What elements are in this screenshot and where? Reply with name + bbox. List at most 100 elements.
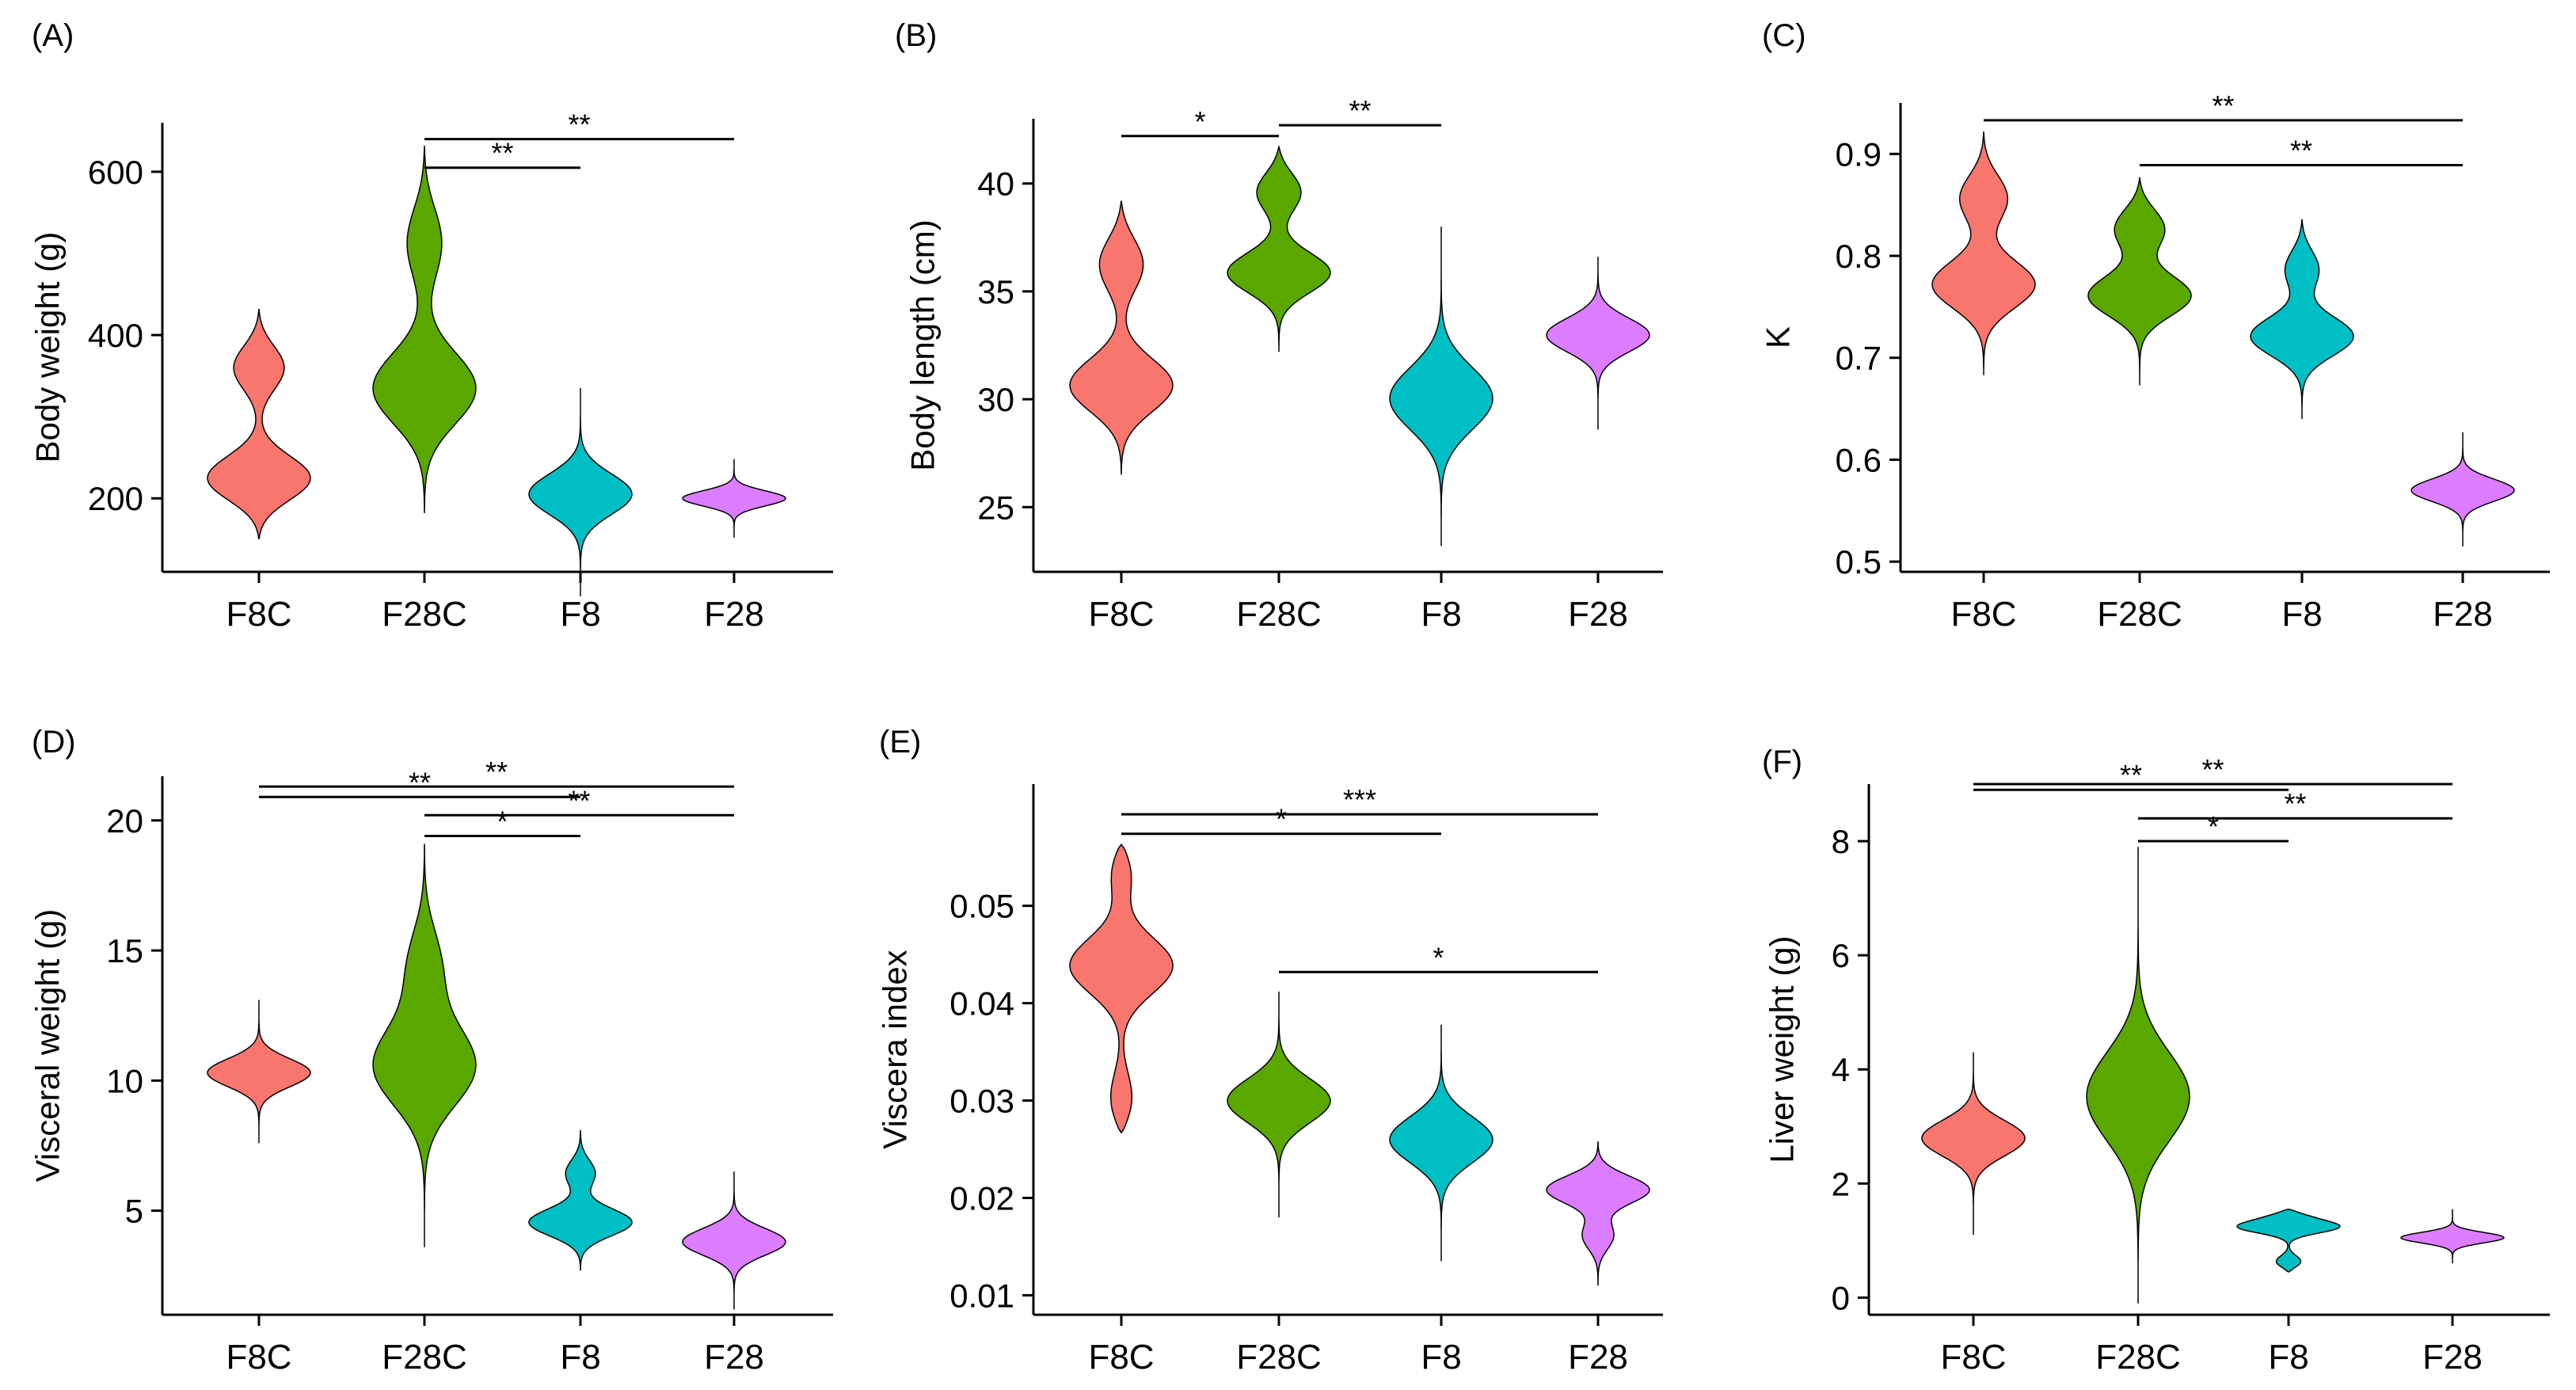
x-tick-label-f28: F28	[2433, 595, 2493, 634]
y-tick-label: 0.01	[949, 1277, 1014, 1314]
y-axis-title: Visceral weight (g)	[29, 909, 67, 1182]
x-tick-label-f8: F8	[2268, 1338, 2308, 1377]
y-tick-label: 10	[106, 1062, 143, 1099]
x-tick-label-f28: F28	[1568, 595, 1628, 634]
chart-panel-2: (B) 25 30 35 40 Body length (cm) F8C F28C F8 F28 *…	[895, 18, 1663, 634]
y-tick-label: 0.04	[949, 985, 1014, 1023]
chart-panel-4: (D) 5 10 15 20 Visceral weight (g) F8C F28C F8 F2…	[29, 725, 833, 1377]
violin-f8c	[1921, 1052, 2026, 1236]
x-tick-label-f8c: F8C	[1940, 1338, 2006, 1377]
x-tick-label-f28: F28	[1568, 1338, 1628, 1377]
y-tick-label: 35	[977, 273, 1014, 310]
violin-f28	[682, 459, 786, 538]
x-tick-label-f28c: F28C	[1236, 595, 1322, 634]
y-axis-title: Viscera index	[877, 950, 914, 1148]
x-tick-label-f28c: F28C	[1236, 1338, 1322, 1377]
x-tick-label-f8c: F8C	[1950, 595, 2016, 634]
y-tick-label: 0.03	[949, 1083, 1014, 1120]
y-tick-label: 0.8	[1836, 238, 1882, 275]
chart-panel-3: (C) 0.5 0.6 0.7 0.8 0.9 K F8C F28C F8 F28 ** **	[1760, 18, 2550, 634]
x-tick-label-f28c: F28C	[382, 1338, 467, 1377]
violin-f28	[1546, 257, 1650, 430]
y-axis-title: Body weight (g)	[29, 232, 67, 463]
significance-label: **	[568, 109, 590, 141]
x-tick-label-f28c: F28C	[382, 595, 467, 634]
significance-label: *	[1433, 941, 1444, 973]
violin-f28c	[372, 145, 477, 513]
panel-label: (E)	[879, 725, 921, 760]
significance-label: **	[409, 766, 431, 798]
significance-label: **	[2212, 89, 2234, 122]
y-tick-label: 40	[977, 166, 1014, 203]
significance-label: **	[2290, 135, 2312, 167]
y-tick-label: 400	[88, 317, 143, 354]
significance-label: **	[2201, 753, 2224, 786]
significance-label: **	[568, 784, 590, 817]
y-tick-label: 0.02	[949, 1179, 1014, 1217]
x-tick-label-f28: F28	[704, 1338, 764, 1377]
panel-label: (A)	[32, 18, 74, 53]
significance-label: *	[1194, 105, 1205, 138]
violin-f8	[2250, 219, 2354, 419]
violin-f8	[528, 1129, 633, 1271]
x-tick-label-f8: F8	[2281, 595, 2322, 634]
chart-panel-5: (E) 0.01 0.02 0.03 0.04 0.05 Viscera index F8C F…	[877, 725, 1663, 1377]
significance-label: **	[491, 137, 513, 169]
y-tick-label: 20	[106, 802, 143, 840]
significance-label: **	[2284, 787, 2306, 820]
x-tick-label-f8: F8	[1421, 595, 1461, 634]
y-tick-label: 15	[106, 932, 143, 969]
significance-label: ***	[1343, 783, 1376, 816]
x-tick-label-f8: F8	[560, 595, 600, 634]
y-axis-title: Body length (cm)	[904, 219, 942, 470]
y-tick-label: 4	[1832, 1051, 1850, 1088]
x-tick-label-f8c: F8C	[1088, 1338, 1154, 1377]
y-tick-label: 0	[1832, 1279, 1850, 1316]
panel-label: (C)	[1762, 18, 1806, 53]
significance-label: **	[1349, 94, 1371, 127]
y-tick-label: 0.05	[949, 888, 1014, 925]
y-axis-title: K	[1760, 326, 1797, 348]
y-tick-label: 25	[977, 489, 1014, 526]
x-tick-label-f28c: F28C	[2095, 1338, 2181, 1377]
y-axis-title: Liver weight (g)	[1764, 935, 1801, 1163]
x-tick-label-f8c: F8C	[226, 1338, 291, 1377]
violin-f8c	[1069, 200, 1174, 475]
violin-f28c	[2087, 177, 2192, 386]
y-tick-label: 6	[1832, 937, 1850, 974]
significance-label: *	[2208, 810, 2219, 843]
violin-f8c	[1069, 843, 1174, 1134]
significance-label: *	[497, 805, 508, 838]
violin-f8c	[207, 1000, 311, 1144]
x-tick-label-f8: F8	[560, 1338, 600, 1377]
panel-label: (F)	[1762, 745, 1802, 779]
violin-f8c	[207, 308, 311, 539]
y-tick-label: 5	[125, 1193, 143, 1230]
y-tick-label: 0.9	[1836, 135, 1882, 173]
violin-f28	[1546, 1141, 1650, 1286]
violin-f8	[1389, 1024, 1493, 1262]
violin-f28	[682, 1171, 786, 1310]
significance-label: **	[485, 756, 508, 788]
y-tick-label: 200	[88, 480, 143, 517]
panel-label: (B)	[895, 18, 937, 53]
x-tick-label-f8: F8	[1421, 1338, 1461, 1377]
significance-label: **	[2120, 759, 2142, 791]
violin-f28	[2400, 1209, 2505, 1264]
y-tick-label: 0.7	[1836, 340, 1882, 377]
violin-f28c	[1227, 991, 1331, 1218]
panel-label: (D)	[32, 725, 76, 760]
violin-f8	[528, 388, 633, 596]
y-tick-label: 2	[1832, 1165, 1850, 1202]
chart-panel-1: (A) 200 400 600 Body weight (g) F8C F28C F8 F28 *…	[29, 18, 833, 634]
x-tick-label-f28: F28	[2422, 1338, 2483, 1377]
significance-label: *	[1276, 803, 1287, 836]
violin-f28	[2410, 432, 2515, 546]
violin-f28c	[1227, 144, 1331, 352]
violin-f28c	[2086, 847, 2190, 1304]
y-tick-label: 0.5	[1836, 543, 1882, 581]
violin-f8	[1389, 227, 1493, 546]
y-tick-label: 0.6	[1836, 441, 1882, 478]
